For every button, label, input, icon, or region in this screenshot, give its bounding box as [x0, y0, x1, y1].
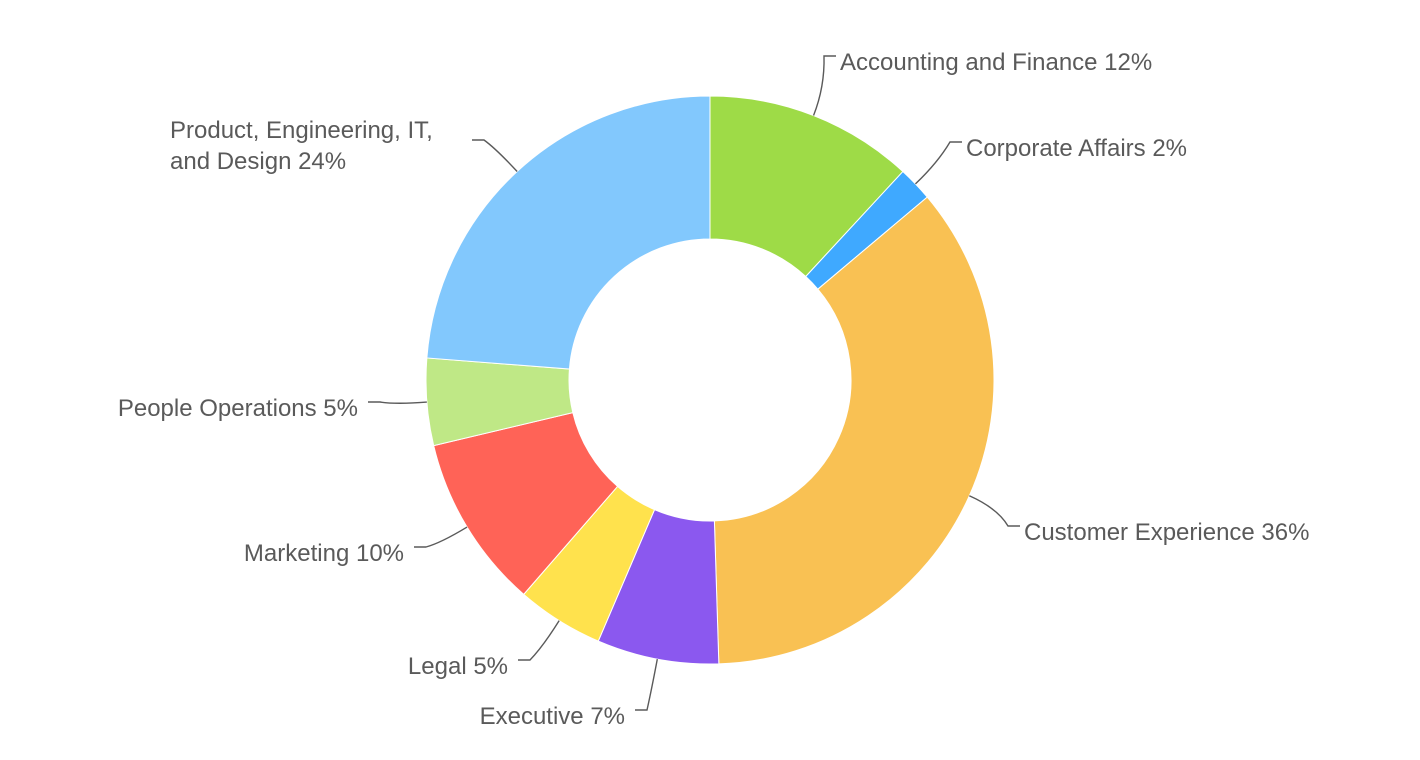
- label-line: Legal 5%: [408, 653, 508, 680]
- label-line: People Operations 5%: [118, 395, 358, 422]
- label-customer-experience: Customer Experience 36%: [1024, 519, 1309, 546]
- label-line: Customer Experience 36%: [1024, 519, 1309, 546]
- leader-line-legal: [518, 620, 560, 661]
- leader-line-accounting-and-finance: [812, 55, 836, 116]
- label-executive: Executive 7%: [480, 703, 625, 730]
- label-line: Product, Engineering, IT,: [170, 117, 433, 144]
- leader-lines: [368, 55, 1020, 711]
- slice-product-engineering-it-and-design[interactable]: [426, 95, 711, 370]
- label-people-operations: People Operations 5%: [118, 395, 358, 422]
- leader-line-people-operations: [368, 401, 427, 404]
- leader-line-executive: [635, 658, 658, 711]
- slice-labels: Accounting and Finance 12% Corporate Affa…: [118, 49, 1310, 730]
- label-line: Marketing 10%: [244, 540, 404, 567]
- label-product-engineering-it-and-design: Product, Engineering, IT, and Design 24%: [170, 117, 433, 175]
- slice-customer-experience[interactable]: [713, 196, 995, 665]
- label-line: Accounting and Finance 12%: [840, 49, 1152, 76]
- leader-line-marketing: [414, 526, 468, 548]
- slice-accounting-and-finance[interactable]: [709, 95, 904, 278]
- label-legal: Legal 5%: [408, 653, 508, 680]
- label-accounting-and-finance: Accounting and Finance 12%: [840, 49, 1152, 76]
- label-line: Executive 7%: [480, 703, 625, 730]
- leader-line-product-engineering-it-and-design: [472, 139, 518, 173]
- leader-line-customer-experience: [969, 495, 1020, 527]
- leader-line-corporate-affairs: [914, 141, 962, 185]
- label-corporate-affairs: Corporate Affairs 2%: [966, 135, 1187, 162]
- label-line: Corporate Affairs 2%: [966, 135, 1187, 162]
- donut-slices: [425, 95, 995, 665]
- label-marketing: Marketing 10%: [244, 540, 404, 567]
- label-line: and Design 24%: [170, 148, 346, 175]
